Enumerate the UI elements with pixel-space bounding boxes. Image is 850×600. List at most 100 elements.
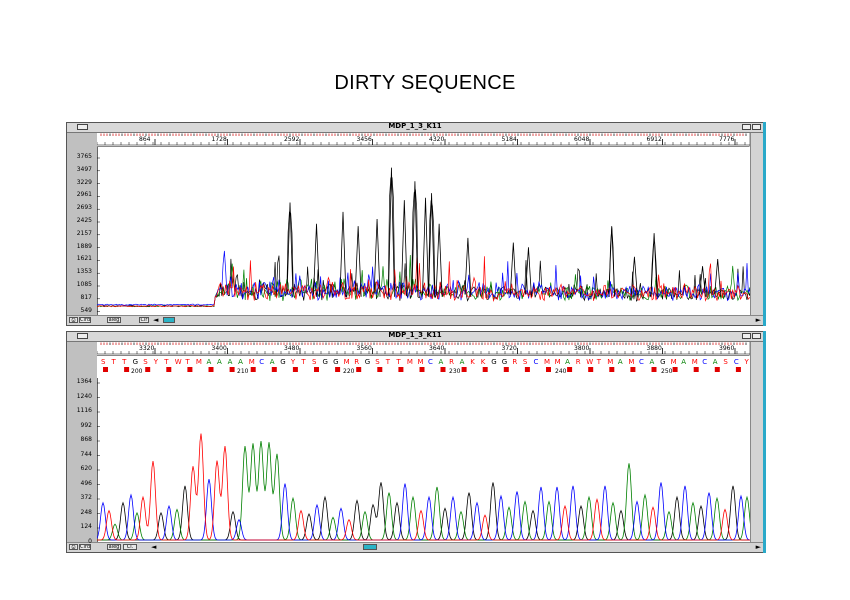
- base-call-letter: S: [143, 358, 148, 366]
- x-tick-label: 3456: [357, 136, 372, 143]
- base-call-letter: Y: [744, 358, 750, 366]
- vertical-scrollbar[interactable]: [750, 342, 763, 542]
- scroll-left-icon[interactable]: ◄: [151, 543, 157, 551]
- trace-peak: [428, 193, 435, 297]
- minimize-icon[interactable]: [742, 124, 751, 130]
- base-call-letter: T: [385, 358, 391, 366]
- scroll-thumb[interactable]: [363, 544, 377, 550]
- trace-window-detail[interactable]: MDP_1_3_K11 3320 3400 3480 3560 3640 3720 3800…: [66, 331, 764, 553]
- base-call-letter: M: [607, 358, 613, 366]
- chromatogram-detail[interactable]: [97, 378, 751, 544]
- scroll-right-icon[interactable]: ►: [755, 316, 761, 324]
- quality-marker: [546, 367, 551, 372]
- y-tick-label: 3765: [76, 153, 92, 160]
- base-call-letter: G: [333, 358, 338, 366]
- window-titlebar[interactable]: MDP_1_3_K11: [67, 331, 763, 342]
- base-position-label: 220: [343, 368, 355, 375]
- quality-marker: [440, 367, 446, 372]
- horizontal-scrollbar[interactable]: ⎙ Clrd aleg Cl. ◄ ►: [67, 542, 763, 552]
- scroll-right-icon[interactable]: ►: [755, 543, 761, 551]
- print-icon[interactable]: ⎙: [69, 317, 78, 323]
- vertical-scrollbar[interactable]: [750, 133, 763, 315]
- base-call-letter: A: [650, 358, 655, 366]
- toolbar-button[interactable]: aleg: [107, 544, 121, 550]
- plot-area[interactable]: [97, 378, 751, 544]
- base-call-letter: A: [460, 358, 465, 366]
- scroll-left-icon[interactable]: ◄: [153, 316, 159, 324]
- window-title: MDP_1_3_K11: [388, 122, 442, 130]
- quality-marker: [271, 367, 277, 372]
- base-call-letter: S: [723, 358, 728, 366]
- x-tick-label: 864: [139, 136, 151, 143]
- y-tick-label: 1116: [76, 407, 92, 414]
- base-call-letter: R: [576, 358, 581, 366]
- horizontal-scrollbar[interactable]: ⎙ Clrd aleg Clr ◄ ►: [67, 315, 763, 325]
- x-tick-label: 3640: [429, 345, 444, 352]
- base-call-letter: K: [481, 358, 486, 366]
- x-tick-label: 1728: [212, 136, 227, 143]
- quality-marker: [588, 367, 594, 372]
- toolbar-button[interactable]: Clr: [139, 317, 149, 323]
- menu-box-icon[interactable]: [77, 124, 88, 130]
- base-call-letter: G: [280, 358, 285, 366]
- base-call-letter: C: [734, 358, 739, 366]
- minimize-icon[interactable]: [742, 333, 751, 339]
- y-tick-label: 248: [80, 508, 92, 516]
- base-call-letter: R: [512, 358, 517, 366]
- quality-marker: [503, 367, 509, 372]
- y-tick-label: 3229: [76, 178, 92, 186]
- base-call-letter: T: [300, 358, 306, 366]
- base-call-letter: C: [639, 358, 644, 366]
- chromatogram-overview[interactable]: [97, 147, 751, 315]
- base-call-letter: A: [217, 358, 222, 366]
- menu-box-icon[interactable]: [77, 333, 88, 339]
- x-tick-label: 3800: [574, 345, 589, 352]
- plot-area[interactable]: [97, 147, 751, 315]
- base-call-letter: T: [163, 358, 169, 366]
- base-call-letter: A: [713, 358, 718, 366]
- trace-black: [97, 482, 751, 541]
- base-call-letter: C: [428, 358, 433, 366]
- y-tick-label: 1085: [76, 281, 92, 288]
- base-call-letter: M: [344, 358, 350, 366]
- base-position-label: 240: [555, 368, 567, 375]
- quality-marker: [250, 367, 256, 372]
- base-call-letter: C: [259, 358, 264, 366]
- toolbar-button[interactable]: Clrd: [79, 317, 91, 323]
- toolbar-button[interactable]: aleg: [107, 317, 121, 323]
- toolbar-button[interactable]: Clrd: [79, 544, 91, 550]
- trace-green: [97, 254, 751, 308]
- quality-marker: [567, 367, 573, 372]
- print-icon[interactable]: ⎙: [69, 544, 78, 550]
- base-position-label: 210: [237, 368, 249, 375]
- y-tick-label: 868: [80, 436, 92, 443]
- maximize-icon[interactable]: [752, 124, 761, 130]
- quality-marker: [208, 367, 214, 372]
- x-tick-label: 3320: [139, 345, 154, 352]
- y-tick-label: 3497: [76, 165, 92, 173]
- base-position-label: 230: [449, 368, 461, 375]
- y-tick-label: 2961: [76, 191, 92, 199]
- base-position-label: 250: [661, 368, 673, 375]
- x-tick-label: 5184: [502, 136, 517, 143]
- x-tick-label: 7776: [719, 136, 734, 143]
- x-tick-label: 4320: [429, 136, 444, 143]
- quality-marker: [124, 367, 130, 372]
- trace-peak: [435, 223, 443, 297]
- trace-window-overview[interactable]: MDP_1_3_K11 864 1728 2592 3456 4320 5184 6048 6…: [66, 122, 764, 326]
- base-call-letter: G: [660, 358, 665, 366]
- y-tick-label: 2693: [76, 204, 92, 212]
- maximize-icon[interactable]: [752, 333, 761, 339]
- base-call-letter: T: [111, 358, 117, 366]
- trace-peak: [650, 233, 658, 297]
- window-edge: [763, 331, 766, 553]
- scroll-thumb[interactable]: [163, 317, 175, 323]
- y-tick-label: 496: [80, 479, 92, 487]
- base-call-letter: S: [523, 358, 528, 366]
- base-call-letter: M: [692, 358, 698, 366]
- toolbar-button[interactable]: Cl.: [123, 544, 137, 550]
- window-titlebar[interactable]: MDP_1_3_K11: [67, 122, 763, 133]
- ruler-ticks: 864 1728 2592 3456 4320 5184 6048 6912 7776: [97, 133, 751, 146]
